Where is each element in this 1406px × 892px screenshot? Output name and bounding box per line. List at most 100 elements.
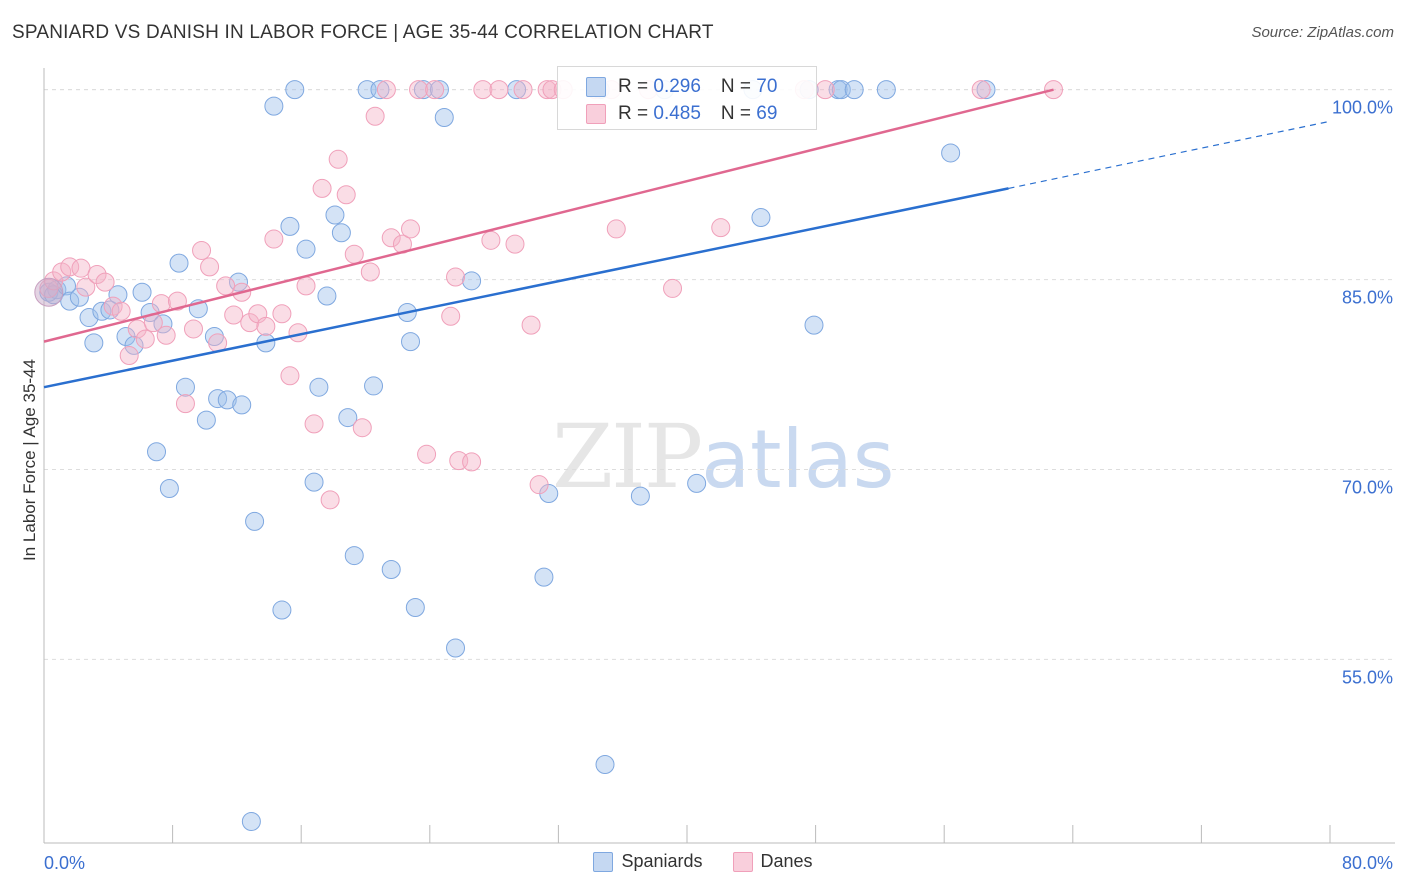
x-tick-label-min: 0.0% — [44, 853, 85, 873]
correlation-legend: R = 0.296 N = 70 R = 0.485 N = 69 — [557, 66, 817, 130]
series-legend: Spaniards Danes — [0, 851, 1406, 872]
danes-point — [95, 272, 115, 292]
spaniards-point — [401, 332, 421, 352]
spaniards-point — [175, 377, 195, 397]
spaniards-point — [272, 600, 292, 620]
y-tick-label: 55.0% — [1342, 667, 1393, 687]
spaniards-point — [169, 253, 189, 273]
danes-swatch — [586, 104, 606, 124]
danes-point — [175, 394, 195, 414]
danes-point — [328, 149, 348, 169]
spaniards-point — [159, 478, 179, 498]
danes-point — [119, 346, 139, 366]
spaniards-point — [844, 80, 864, 100]
spaniards-legend-swatch — [593, 851, 614, 872]
legend-row-spaniards: R = 0.296 N = 70 — [586, 73, 777, 101]
spaniards-point — [229, 272, 249, 292]
danes-point — [417, 444, 437, 464]
spaniards-point — [92, 301, 112, 321]
danes-point — [711, 218, 731, 238]
x-tick-label-max: 80.0% — [1342, 853, 1393, 873]
spaniards-point — [364, 376, 384, 396]
spaniards-swatch — [586, 77, 606, 97]
danes-point — [409, 80, 429, 100]
danes-point — [280, 366, 300, 386]
danes-point — [264, 229, 284, 249]
danes-point — [352, 418, 372, 438]
spaniards-point — [976, 80, 996, 100]
legend-row-danes: R = 0.485 N = 69 — [586, 100, 777, 128]
spaniards-trend-line — [43, 187, 1009, 389]
watermark-atlas: atlas — [701, 413, 895, 506]
spaniards-point — [344, 546, 364, 566]
spaniards-point — [381, 560, 401, 580]
danes-point — [200, 257, 220, 277]
danes-point — [167, 291, 187, 311]
danes-point — [401, 219, 421, 239]
danes-point — [156, 325, 176, 345]
legend-label-danes: Danes — [760, 851, 813, 871]
spaniards-point — [60, 291, 80, 311]
legend-n-label-spaniards: N = — [720, 76, 757, 97]
legend-n-label-danes: N = — [720, 103, 757, 124]
spaniards-point — [245, 511, 265, 531]
spaniards-point — [595, 755, 615, 774]
y-tick-label: 70.0% — [1342, 477, 1393, 497]
legend-r-label-danes: R = — [618, 103, 654, 124]
danes-point — [489, 80, 509, 100]
danes-point — [111, 301, 131, 321]
spaniards-point — [325, 205, 345, 225]
danes-point — [481, 230, 501, 250]
legend-r-label-spaniards: R = — [618, 76, 654, 97]
spaniards-point — [69, 287, 89, 307]
spaniards-point — [876, 80, 896, 100]
danes-point — [76, 277, 96, 297]
spaniards-point — [196, 410, 216, 430]
danes-point — [272, 304, 292, 324]
legend-item-spaniards[interactable]: Spaniards — [593, 851, 703, 872]
spaniards-point — [446, 638, 466, 658]
danes-point — [192, 240, 212, 260]
spaniards-point — [405, 598, 425, 617]
danes-point — [815, 80, 835, 100]
spaniards-point — [296, 239, 316, 259]
spaniards-point — [280, 216, 300, 236]
danes-point — [312, 178, 332, 198]
danes-point — [441, 306, 461, 326]
spaniards-point — [304, 472, 324, 492]
danes-point — [513, 80, 533, 100]
y-tick-label: 100.0% — [1332, 98, 1393, 118]
spaniards-point — [241, 811, 261, 831]
legend-label-spaniards: Spaniards — [621, 851, 703, 871]
spaniards-point — [338, 408, 358, 428]
spaniards-point — [132, 282, 152, 302]
spaniards-point — [147, 442, 167, 462]
spaniards-point — [309, 377, 329, 397]
spaniards-point — [108, 285, 128, 305]
watermark: ZIPatlas — [552, 405, 894, 508]
danes-point — [473, 80, 493, 100]
spaniards-point — [462, 271, 482, 291]
danes-point — [663, 278, 683, 298]
legend-r-value-spaniards: 0.296 — [653, 76, 701, 97]
danes-point — [320, 490, 340, 510]
spaniards-point — [331, 223, 351, 243]
spaniards-point — [370, 80, 390, 100]
spaniards-point — [217, 390, 237, 410]
danes-point — [446, 267, 466, 287]
cluster-point — [34, 277, 64, 307]
danes-point — [365, 106, 385, 126]
danes-point — [135, 329, 155, 349]
spaniards-point — [232, 395, 252, 415]
danes-point — [529, 475, 549, 495]
danes-point — [71, 258, 91, 278]
danes-point — [344, 244, 364, 264]
spaniards-point — [534, 567, 554, 587]
legend-n-value-danes: 69 — [756, 103, 778, 124]
legend-item-danes[interactable]: Danes — [732, 851, 813, 872]
danes-point — [376, 80, 396, 100]
spaniards-trend-extension — [1008, 120, 1331, 189]
spaniards-point — [687, 473, 707, 493]
danes-point — [224, 305, 244, 325]
